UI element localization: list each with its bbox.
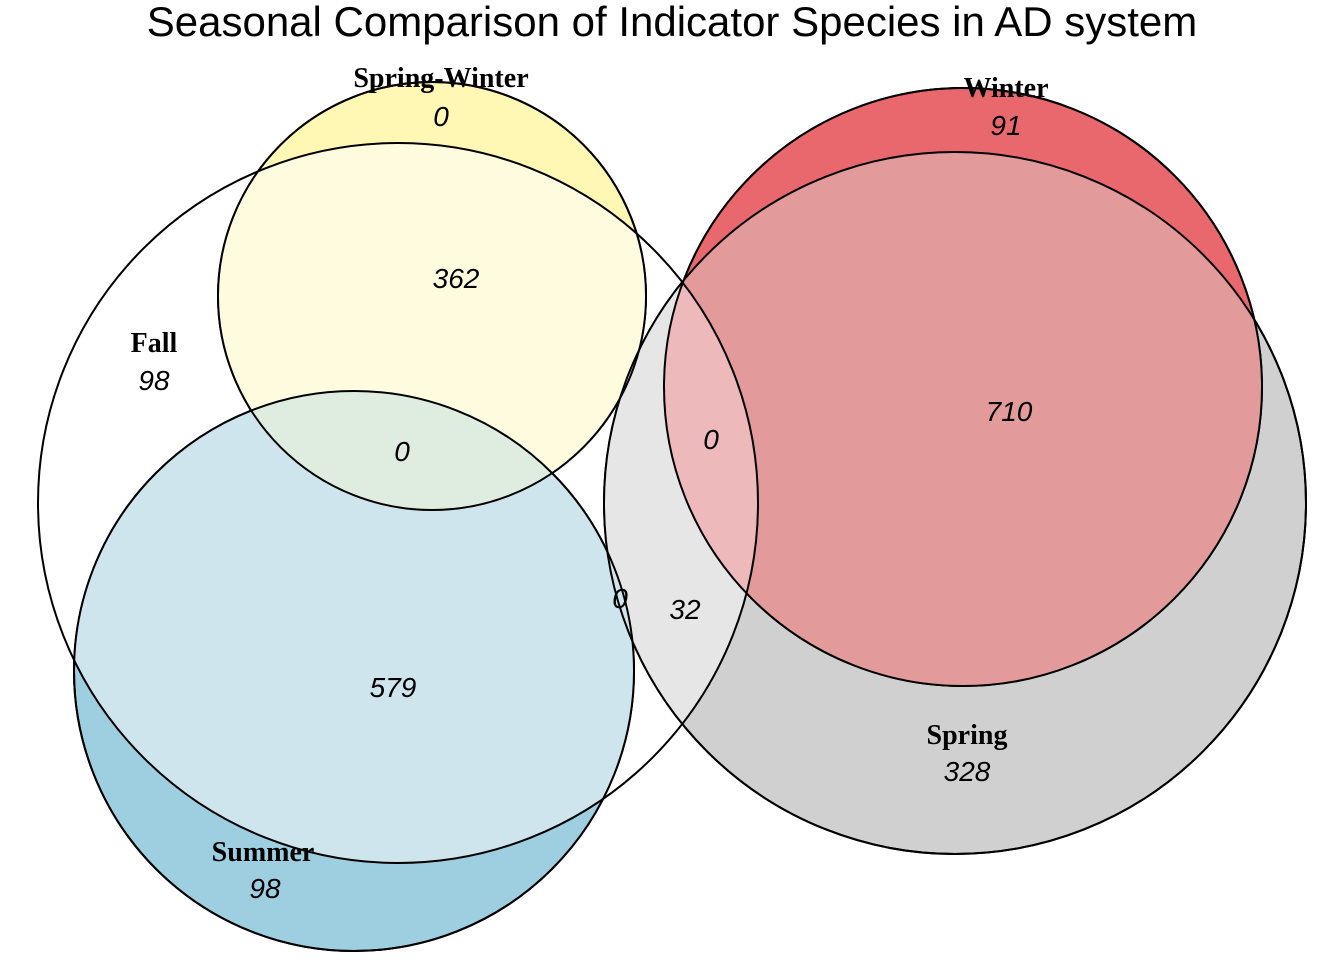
set-label-spring-winter: Spring-Winter (353, 63, 528, 94)
summer-outline (73, 390, 635, 952)
spring-winter-outline (217, 81, 647, 511)
set-label-fall: Fall (131, 328, 178, 359)
fall-summer-overlap-shade (74, 391, 634, 863)
count-spring-only: 328 (944, 756, 991, 787)
count-fall-only: 98 (138, 365, 170, 396)
count-fall-summer-spring: 0 (612, 583, 628, 614)
count-summer-only: 98 (249, 873, 281, 904)
count-spring-winter-only: 0 (433, 101, 449, 132)
count-fall-summer: 579 (370, 672, 417, 703)
count-spring-winter-overlap: 710 (986, 396, 1033, 427)
diagram-title: Seasonal Comparison of Indicator Species… (147, 0, 1198, 45)
count-winter-only: 91 (990, 110, 1021, 141)
spring-outline (603, 151, 1307, 855)
count-fall-spring-winter-summer: 0 (394, 436, 410, 467)
count-fall-spring-winter-overlap: 0 (703, 424, 719, 455)
spring-winter-overlap-shade (664, 152, 1262, 686)
set-label-summer: Summer (212, 837, 315, 868)
fall-outline (37, 142, 759, 864)
count-fall-spring: 32 (669, 594, 701, 625)
set-label-spring: Spring (927, 720, 1008, 751)
count-fall-spring-winter: 362 (433, 263, 480, 294)
winter-outline (663, 87, 1263, 687)
set-label-winter: Winter (963, 73, 1048, 104)
